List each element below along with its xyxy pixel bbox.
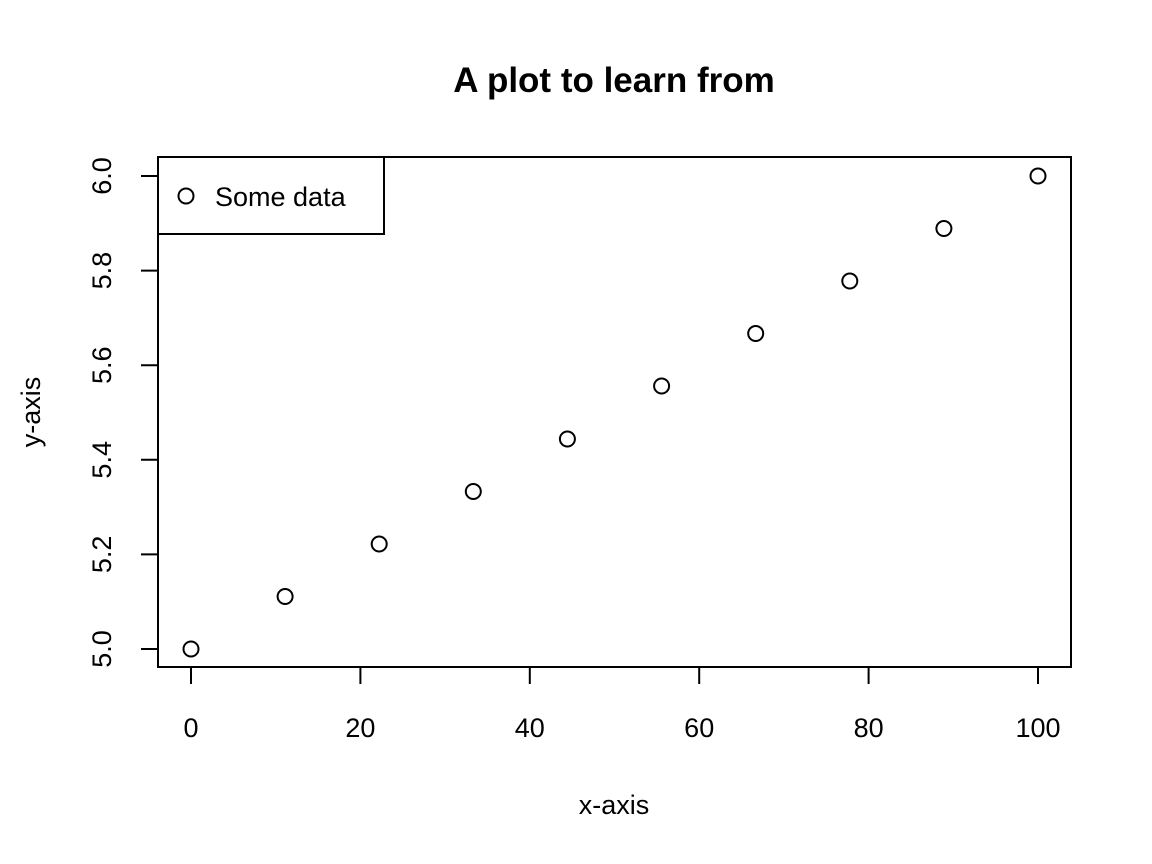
x-tick-label: 60: [684, 713, 714, 743]
y-tick-label: 5.8: [87, 252, 117, 290]
legend-label: Some data: [215, 182, 347, 212]
data-point: [276, 587, 294, 605]
x-tick-label: 20: [345, 713, 375, 743]
y-tick-label: 5.0: [87, 630, 117, 668]
data-points: [182, 167, 1047, 658]
data-point: [841, 272, 859, 290]
y-tick-label: 6.0: [87, 157, 117, 195]
x-tick-label: 80: [854, 713, 884, 743]
y-tick-label: 5.2: [87, 536, 117, 574]
data-point: [747, 325, 765, 343]
legend-marker-icon: [177, 187, 195, 205]
data-point: [182, 640, 200, 658]
y-tick-label: 5.6: [87, 346, 117, 384]
x-tick-label: 100: [1015, 713, 1060, 743]
data-point: [464, 482, 482, 500]
data-point: [653, 377, 671, 395]
legend: Some data: [157, 156, 385, 235]
data-point: [935, 220, 953, 238]
chart-title: A plot to learn from: [453, 61, 774, 100]
y-axis-label: y-axis: [16, 377, 46, 448]
data-point: [1029, 167, 1047, 185]
y-tick-label: 5.4: [87, 441, 117, 479]
x-axis: 0 20 40 60 80 100: [183, 666, 1061, 743]
data-point: [558, 430, 576, 448]
x-tick-label: 40: [515, 713, 545, 743]
x-tick-label: 0: [183, 713, 198, 743]
data-point: [370, 535, 388, 553]
legend-box: [157, 156, 385, 235]
y-axis: 5.0 5.2 5.4 5.6 5.8 6.0: [87, 157, 159, 668]
x-axis-label: x-axis: [579, 790, 650, 820]
